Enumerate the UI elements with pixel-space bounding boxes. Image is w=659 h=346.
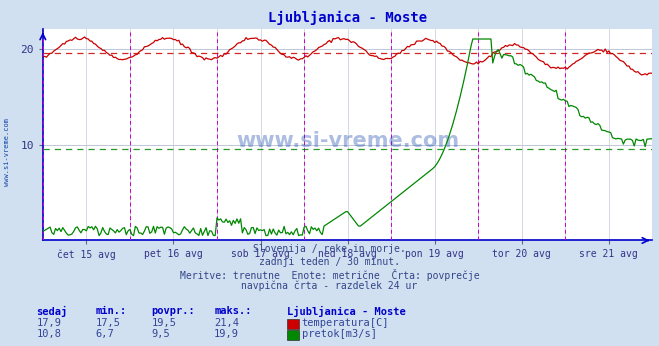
Text: 21,4: 21,4: [214, 318, 239, 328]
Text: 9,5: 9,5: [152, 329, 170, 339]
Text: 6,7: 6,7: [96, 329, 114, 339]
Text: Ljubljanica - Moste: Ljubljanica - Moste: [287, 306, 405, 317]
Title: Ljubljanica - Moste: Ljubljanica - Moste: [268, 11, 427, 26]
Text: www.si-vreme.com: www.si-vreme.com: [3, 118, 10, 186]
Text: 10,8: 10,8: [36, 329, 61, 339]
Text: navpična črta - razdelek 24 ur: navpična črta - razdelek 24 ur: [241, 281, 418, 291]
Text: 19,5: 19,5: [152, 318, 177, 328]
Text: Meritve: trenutne  Enote: metrične  Črta: povprečje: Meritve: trenutne Enote: metrične Črta: …: [180, 269, 479, 281]
Text: Slovenija / reke in morje.: Slovenija / reke in morje.: [253, 244, 406, 254]
Text: min.:: min.:: [96, 306, 127, 316]
Text: povpr.:: povpr.:: [152, 306, 195, 316]
Text: 17,9: 17,9: [36, 318, 61, 328]
Text: sedaj: sedaj: [36, 306, 67, 317]
Text: pretok[m3/s]: pretok[m3/s]: [302, 329, 377, 339]
Text: zadnji teden / 30 minut.: zadnji teden / 30 minut.: [259, 257, 400, 267]
Text: maks.:: maks.:: [214, 306, 252, 316]
Text: 17,5: 17,5: [96, 318, 121, 328]
Text: 19,9: 19,9: [214, 329, 239, 339]
Text: www.si-vreme.com: www.si-vreme.com: [236, 131, 459, 151]
Text: temperatura[C]: temperatura[C]: [302, 318, 389, 328]
